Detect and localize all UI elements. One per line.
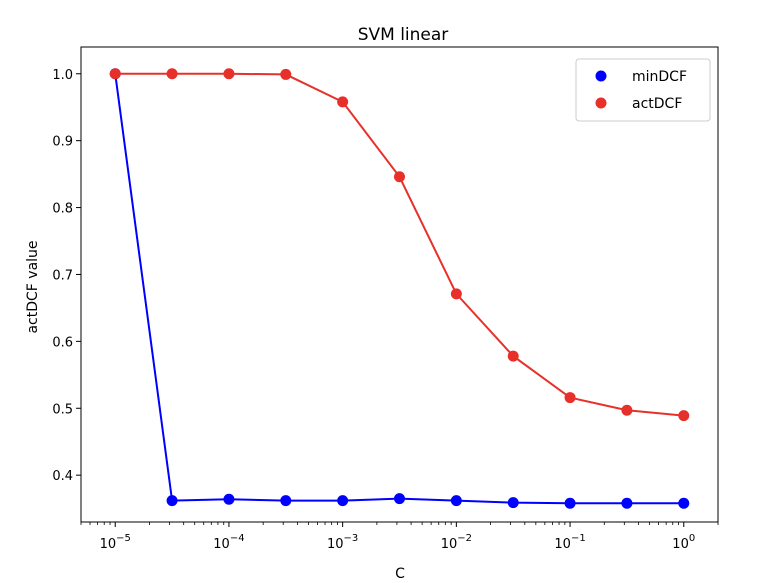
- mindcf-point: [678, 497, 690, 509]
- y-tick-label: 0.8: [52, 202, 73, 217]
- y-tick-label: 0.5: [52, 402, 73, 417]
- mindcf-point: [280, 495, 292, 507]
- series-layer: [109, 68, 690, 509]
- actdcf-point: [337, 96, 349, 108]
- legend-label-mindcf: minDCF: [632, 69, 687, 85]
- mindcf-point: [337, 495, 349, 507]
- actdcf-point: [393, 171, 405, 183]
- x-tick-label: 10−4: [213, 533, 244, 552]
- actdcf-point: [223, 68, 235, 80]
- y-axis: 0.4 0.5 0.6 0.7 0.8 0.9 1.0: [52, 68, 81, 484]
- mindcf-point: [166, 495, 178, 507]
- mindcf-point: [507, 497, 519, 509]
- actdcf-point: [450, 288, 462, 300]
- mindcf-point: [393, 493, 405, 505]
- y-tick-label: 1.0: [52, 68, 73, 83]
- plot-area: [80, 46, 719, 523]
- legend-marker-mindcf: [595, 70, 607, 82]
- x-tick-label: 10−2: [441, 533, 472, 552]
- actdcf-point: [109, 68, 121, 80]
- y-axis-title: actDCF value: [25, 240, 41, 333]
- x-tick-label: 100: [672, 533, 695, 552]
- x-tick-label: 10−5: [100, 533, 131, 552]
- actdcf-point: [507, 350, 519, 362]
- x-axis: 10−5 10−4 10−3 10−2 10−1 100: [80, 522, 719, 552]
- actdcf-point: [621, 404, 633, 416]
- mindcf-point: [621, 497, 633, 509]
- mindcf-point: [564, 497, 576, 509]
- x-tick-label: 10−1: [554, 533, 585, 552]
- actdcf-point: [166, 68, 178, 80]
- chart-title: SVM linear: [358, 25, 449, 45]
- legend: minDCF actDCF: [575, 58, 711, 122]
- actdcf-point: [564, 392, 576, 404]
- mindcf-point: [223, 493, 235, 505]
- y-tick-label: 0.6: [52, 335, 73, 350]
- actdcf-point: [280, 68, 292, 80]
- mindcf-point: [450, 495, 462, 507]
- y-tick-label: 0.9: [52, 135, 73, 150]
- y-tick-label: 0.7: [52, 268, 73, 283]
- actdcf-point: [678, 410, 690, 422]
- y-tick-label: 0.4: [52, 469, 73, 484]
- legend-label-actdcf: actDCF: [632, 96, 682, 112]
- legend-box: [575, 58, 711, 122]
- x-tick-label: 10−3: [327, 533, 358, 552]
- legend-marker-actdcf: [595, 97, 607, 109]
- x-axis-title: C: [395, 566, 405, 582]
